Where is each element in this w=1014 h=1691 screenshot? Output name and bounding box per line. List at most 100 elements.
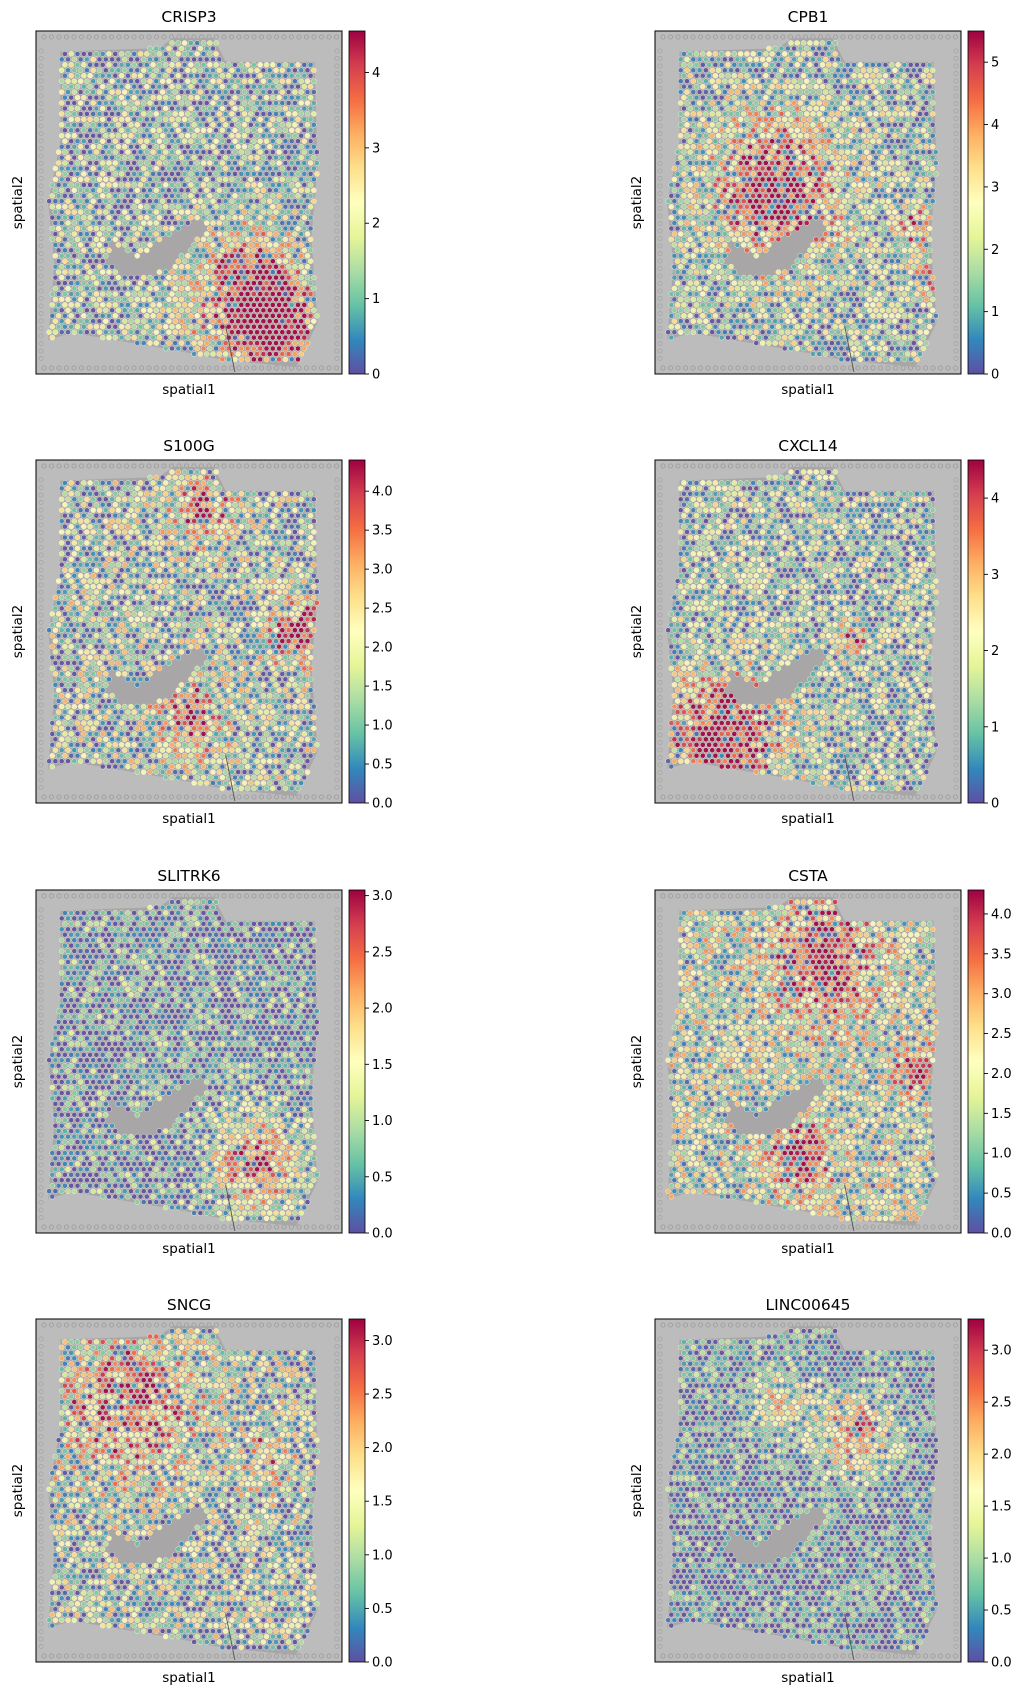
expression-spot bbox=[103, 111, 108, 116]
expression-spot bbox=[242, 122, 247, 127]
expression-spot bbox=[242, 177, 247, 182]
expression-spot bbox=[157, 84, 162, 89]
expression-spot bbox=[896, 259, 901, 264]
expression-spot bbox=[823, 341, 828, 346]
expression-spot bbox=[267, 264, 272, 269]
expression-spot bbox=[163, 193, 168, 198]
expression-spot bbox=[873, 242, 878, 247]
expression-spot bbox=[896, 291, 901, 296]
expression-spot bbox=[861, 100, 866, 105]
expression-spot bbox=[896, 62, 901, 67]
expression-spot bbox=[160, 155, 165, 160]
expression-spot bbox=[905, 122, 910, 127]
expression-spot bbox=[776, 270, 781, 275]
expression-spot bbox=[817, 330, 822, 335]
expression-spot bbox=[78, 220, 83, 225]
expression-spot bbox=[763, 193, 768, 198]
expression-spot bbox=[892, 231, 897, 236]
expression-spot bbox=[207, 480, 212, 485]
expression-spot bbox=[229, 122, 234, 127]
expression-spot bbox=[911, 199, 916, 204]
expression-spot bbox=[713, 281, 718, 286]
panel-title: CPB1 bbox=[788, 8, 829, 26]
expression-spot bbox=[732, 117, 737, 122]
expression-spot bbox=[75, 106, 80, 111]
expression-spot bbox=[763, 73, 768, 78]
expression-spot bbox=[128, 275, 133, 280]
expression-spot bbox=[258, 291, 263, 296]
expression-spot bbox=[896, 215, 901, 220]
expression-spot bbox=[217, 166, 222, 171]
expression-spot bbox=[62, 193, 67, 198]
expression-spot bbox=[873, 68, 878, 73]
expression-spot bbox=[135, 79, 140, 84]
expression-spot bbox=[697, 133, 702, 138]
expression-spot bbox=[845, 204, 850, 209]
expression-spot bbox=[757, 335, 762, 340]
expression-spot bbox=[845, 302, 850, 307]
expression-spot bbox=[217, 90, 222, 95]
expression-spot bbox=[785, 155, 790, 160]
expression-spot bbox=[735, 286, 740, 291]
expression-spot bbox=[820, 237, 825, 242]
expression-spot bbox=[779, 57, 784, 62]
expression-spot bbox=[855, 100, 860, 105]
expression-spot bbox=[823, 57, 828, 62]
expression-spot bbox=[861, 90, 866, 95]
expression-spot bbox=[697, 177, 702, 182]
expression-spot bbox=[179, 111, 184, 116]
expression-spot bbox=[911, 133, 916, 138]
expression-spot bbox=[53, 166, 58, 171]
expression-spot bbox=[75, 491, 80, 496]
expression-spot bbox=[880, 122, 885, 127]
expression-spot bbox=[270, 150, 275, 155]
expression-spot bbox=[770, 51, 775, 56]
expression-spot bbox=[125, 139, 130, 144]
expression-spot bbox=[270, 139, 275, 144]
expression-spot bbox=[176, 291, 181, 296]
expression-spot bbox=[147, 199, 152, 204]
expression-spot bbox=[921, 270, 926, 275]
expression-spot bbox=[75, 95, 80, 100]
expression-spot bbox=[703, 68, 708, 73]
expression-spot bbox=[678, 144, 683, 149]
expression-spot bbox=[908, 84, 913, 89]
expression-spot bbox=[914, 139, 919, 144]
expression-spot bbox=[870, 84, 875, 89]
expression-spot bbox=[697, 253, 702, 258]
expression-spot bbox=[927, 302, 932, 307]
expression-spot bbox=[264, 226, 269, 231]
expression-spot bbox=[251, 302, 256, 307]
expression-spot bbox=[785, 220, 790, 225]
expression-spot bbox=[113, 226, 118, 231]
expression-spot bbox=[691, 253, 696, 258]
expression-spot bbox=[911, 351, 916, 356]
expression-spot bbox=[245, 128, 250, 133]
expression-spot bbox=[103, 231, 108, 236]
expression-spot bbox=[864, 160, 869, 165]
expression-spot bbox=[795, 193, 800, 198]
expression-spot bbox=[144, 226, 149, 231]
expression-spot bbox=[820, 313, 825, 318]
expression-spot bbox=[729, 330, 734, 335]
expression-spot bbox=[147, 275, 152, 280]
expression-spot bbox=[678, 264, 683, 269]
expression-spot bbox=[870, 259, 875, 264]
expression-spot bbox=[232, 281, 237, 286]
expression-spot bbox=[785, 46, 790, 51]
expression-spot bbox=[785, 231, 790, 236]
expression-spot bbox=[116, 57, 121, 62]
expression-spot bbox=[255, 100, 260, 105]
expression-spot bbox=[119, 291, 124, 296]
expression-spot bbox=[295, 171, 300, 176]
expression-spot bbox=[735, 220, 740, 225]
expression-spot bbox=[902, 259, 907, 264]
expression-spot bbox=[169, 204, 174, 209]
expression-spot bbox=[176, 324, 181, 329]
expression-spot bbox=[236, 155, 241, 160]
expression-spot bbox=[132, 480, 137, 485]
expression-spot bbox=[713, 204, 718, 209]
expression-spot bbox=[751, 291, 756, 296]
expression-spot bbox=[716, 286, 721, 291]
expression-spot bbox=[896, 182, 901, 187]
